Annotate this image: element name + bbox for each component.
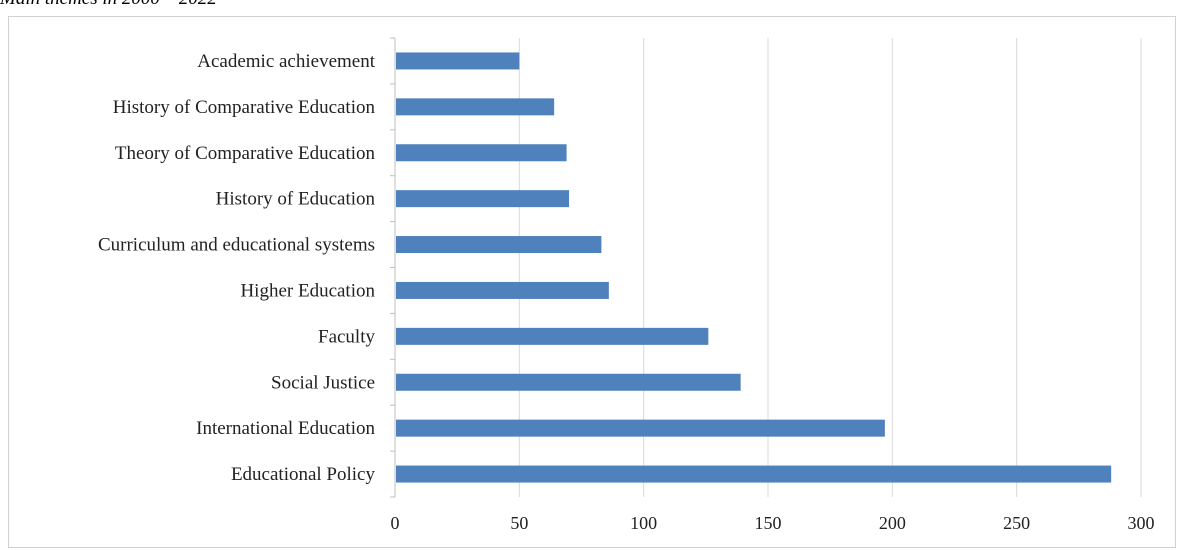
category-label: Higher Education [240,280,375,301]
bar [396,144,567,162]
x-tick-label: 50 [510,513,528,533]
bar [396,373,741,391]
category-label: Faculty [318,326,375,347]
bar [396,281,609,299]
category-label: History of Education [216,189,376,210]
category-label: Theory of Comparative Education [115,143,376,164]
category-label: Academic achievement [197,51,375,72]
x-tick-label: 0 [391,513,400,533]
bar [396,465,1112,483]
category-label: Educational Policy [231,464,376,485]
chart-frame [8,16,1176,548]
category-label: History of Comparative Education [113,97,376,118]
bar [396,190,570,208]
bar [396,98,555,116]
bar [396,419,885,437]
x-tick-label: 150 [755,513,782,533]
category-label: International Education [196,418,375,439]
chart-caption: Main themes in 2000 – 2022 [0,0,217,10]
x-tick-label: 300 [1128,513,1155,533]
x-tick-label: 250 [1003,513,1030,533]
x-tick-label: 100 [630,513,657,533]
bar [396,236,602,254]
category-label: Social Justice [271,372,375,393]
x-tick-label: 200 [879,513,906,533]
category-label: Curriculum and educational systems [98,235,375,256]
bar [396,52,520,70]
bar [396,327,709,345]
